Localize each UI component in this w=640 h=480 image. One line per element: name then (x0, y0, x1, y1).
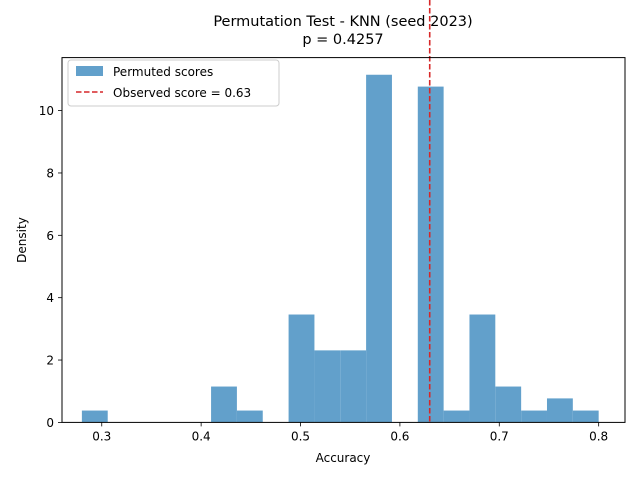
chart-title: Permutation Test - KNN (seed 2023) (213, 14, 472, 30)
y-tick-label: 6 (46, 229, 54, 243)
legend-swatch-permuted (76, 66, 103, 76)
y-tick-label: 8 (46, 166, 54, 180)
legend: Permuted scores Observed score = 0.63 (67, 59, 280, 107)
x-tick-label: 0.4 (192, 429, 211, 443)
legend-label-permuted: Permuted scores (113, 65, 213, 79)
y-axis-ticks: 0 2 4 6 8 10 (39, 104, 62, 430)
histogram-bar (340, 350, 367, 423)
y-tick-label: 4 (46, 291, 54, 305)
legend-label-observed: Observed score = 0.63 (113, 86, 251, 100)
y-tick-label: 10 (39, 104, 54, 118)
histogram-bar (572, 410, 599, 423)
y-tick-label: 2 (46, 354, 54, 368)
x-tick-label: 0.7 (490, 429, 509, 443)
histogram-bar (211, 386, 237, 423)
x-tick-label: 0.6 (390, 429, 409, 443)
x-tick-label: 0.3 (92, 429, 111, 443)
histogram-bars (81, 74, 599, 423)
plot-area-frame (61, 57, 626, 423)
histogram-bar (546, 398, 573, 423)
chart-subtitle: p = 0.4257 (302, 32, 383, 48)
histogram-bar (443, 410, 470, 423)
histogram-bar (495, 386, 522, 423)
y-tick-label: 0 (46, 416, 54, 430)
y-axis-label: Density (15, 217, 29, 263)
histogram-bar (81, 410, 108, 423)
histogram-bar (236, 410, 263, 423)
histogram-bar (521, 410, 547, 423)
histogram-bar (366, 74, 392, 423)
x-tick-label: 0.5 (291, 429, 310, 443)
histogram-bar (288, 314, 315, 423)
histogram-bar (417, 86, 444, 423)
legend-box (67, 59, 280, 107)
x-axis-ticks: 0.3 0.4 0.5 0.6 0.7 0.8 (92, 422, 608, 443)
histogram-bar (314, 350, 341, 423)
x-axis-label: Accuracy (316, 451, 371, 465)
x-tick-label: 0.8 (589, 429, 608, 443)
histogram-bar (469, 314, 496, 423)
